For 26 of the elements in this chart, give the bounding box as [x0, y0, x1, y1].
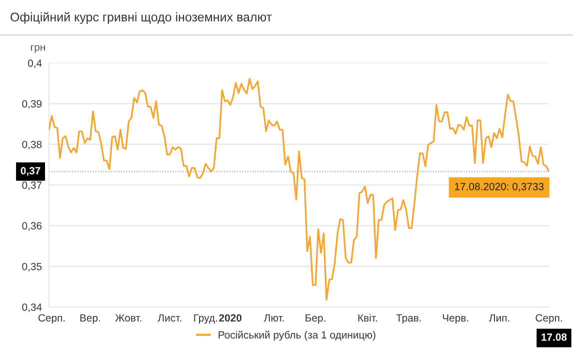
x-tick-label: Серп. [38, 314, 65, 324]
text: 17.08 [542, 333, 567, 341]
x-tick-label: Бер. [306, 314, 326, 324]
x-tick-label: Жовт. [115, 314, 142, 322]
x-tick-label: Лист. [158, 314, 182, 322]
annotation: 17.08.2020: 0,3733 [455, 182, 544, 192]
line-series [49, 78, 549, 301]
chart-title: Офіційний курс гривні щодо іноземних валют [10, 12, 272, 24]
x-tick-label: Лип. [489, 314, 510, 322]
y-tick-label: 0,36 [22, 222, 42, 231]
x-tick-label: Квіт. [358, 314, 377, 322]
y-tick-label: 0,37 [22, 182, 42, 190]
y-tick-label: 0,34 [22, 304, 42, 312]
x-tick-label: Черв. [442, 314, 468, 324]
y-tick-label: 0,35 [22, 262, 42, 272]
x-tick-label: Вер. [80, 314, 100, 324]
x-tick-label: Серп. [536, 314, 562, 324]
legend-label: Російський рубль (за 1 одиницю) [218, 330, 376, 341]
x-tick-label: Груд. [194, 314, 217, 324]
y-tick-label: 0,39 [22, 100, 42, 109]
y-tick-label: 0,38 [22, 140, 42, 150]
x-tick-label: Лют. [264, 314, 284, 322]
x-tick-label: 2020 [219, 314, 242, 322]
y-axis-title: грн [31, 45, 45, 53]
y-tick-label: 0,4 [28, 60, 42, 68]
x-tick-label: Трав. [396, 314, 421, 324]
